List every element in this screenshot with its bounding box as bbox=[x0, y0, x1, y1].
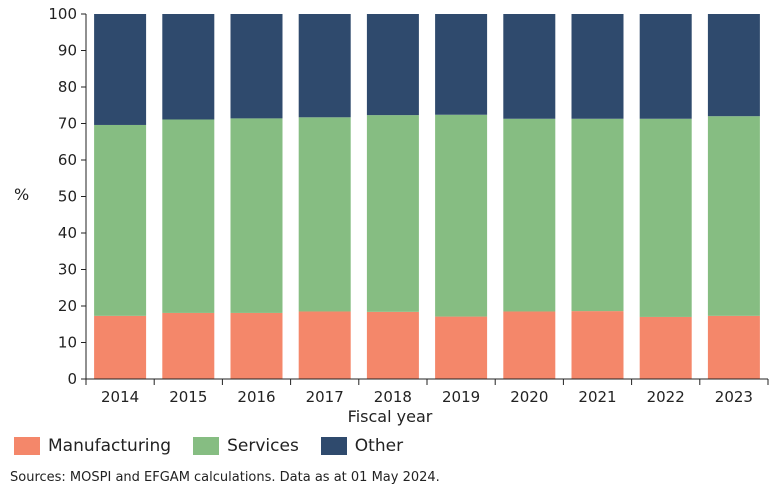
bar-other-2022 bbox=[639, 14, 692, 119]
x-tick-label: 2018 bbox=[374, 388, 412, 406]
y-tick-label: 40 bbox=[58, 224, 77, 242]
bar-manufacturing-2021 bbox=[571, 311, 624, 379]
bar-manufacturing-2016 bbox=[230, 312, 283, 379]
y-axis: 0 10 20 30 40 50 60 70 80 90 100 bbox=[48, 5, 87, 388]
x-tick-label: 2023 bbox=[715, 388, 753, 406]
bar-manufacturing-2015 bbox=[162, 312, 215, 379]
x-axis-title: Fiscal year bbox=[348, 407, 433, 426]
bar-other-2020 bbox=[503, 14, 556, 119]
x-tick-label: 2014 bbox=[101, 388, 139, 406]
bar-other-2015 bbox=[162, 14, 215, 120]
y-tick-label: 0 bbox=[67, 370, 77, 388]
legend-label-manufacturing: Manufacturing bbox=[48, 436, 172, 456]
bar-other-2014 bbox=[94, 14, 147, 125]
x-tick-label: 2020 bbox=[510, 388, 548, 406]
bar-other-2023 bbox=[707, 14, 760, 117]
x-tick-label: 2019 bbox=[442, 388, 480, 406]
y-tick-label: 80 bbox=[58, 78, 77, 96]
bar-other-2016 bbox=[230, 14, 283, 119]
bar-services-2022 bbox=[639, 118, 692, 317]
bar-other-2019 bbox=[435, 14, 488, 115]
bar-services-2023 bbox=[707, 116, 760, 316]
legend-item-other: Other bbox=[320, 436, 404, 456]
bar-services-2014 bbox=[94, 124, 147, 316]
bar-services-2019 bbox=[435, 114, 488, 317]
x-tick-label: 2015 bbox=[169, 388, 207, 406]
y-tick-label: 60 bbox=[58, 151, 77, 169]
bar-other-2017 bbox=[298, 14, 351, 118]
x-axis: 2014 2015 2016 2017 2018 2019 2020 2021 2022 2023 bbox=[85, 378, 769, 406]
legend-swatch-manufacturing bbox=[14, 437, 40, 455]
bar-other-2021 bbox=[571, 14, 624, 119]
bar-services-2020 bbox=[503, 118, 556, 312]
bar-manufacturing-2022 bbox=[639, 316, 692, 379]
y-axis-title: % bbox=[14, 185, 29, 204]
bar-manufacturing-2014 bbox=[94, 315, 147, 379]
y-tick-label: 30 bbox=[58, 261, 77, 279]
bar-services-2021 bbox=[571, 118, 624, 312]
bar-services-2017 bbox=[298, 117, 351, 312]
y-tick-label: 70 bbox=[58, 115, 77, 133]
bars bbox=[94, 14, 760, 379]
bar-manufacturing-2023 bbox=[707, 315, 760, 379]
bar-services-2015 bbox=[162, 119, 215, 313]
legend-swatch-other bbox=[320, 437, 347, 455]
bar-manufacturing-2018 bbox=[366, 311, 419, 379]
source-note: Sources: MOSPI and EFGAM calculations. D… bbox=[10, 470, 440, 485]
x-tick-label: 2016 bbox=[237, 388, 275, 406]
bar-services-2016 bbox=[230, 118, 283, 313]
bar-services-2018 bbox=[366, 115, 419, 312]
y-tick-label: 100 bbox=[48, 5, 77, 23]
x-tick-label: 2022 bbox=[647, 388, 685, 406]
legend-label-other: Other bbox=[354, 436, 404, 456]
bar-manufacturing-2019 bbox=[435, 316, 488, 379]
y-tick-label: 20 bbox=[58, 297, 77, 315]
y-tick-label: 90 bbox=[58, 42, 77, 60]
legend-item-manufacturing: Manufacturing bbox=[14, 436, 171, 456]
bar-other-2018 bbox=[366, 14, 419, 116]
legend-swatch-services bbox=[193, 437, 220, 455]
x-tick-label: 2021 bbox=[578, 388, 616, 406]
legend-item-services: Services bbox=[193, 436, 299, 456]
y-tick-label: 10 bbox=[58, 334, 77, 352]
bar-manufacturing-2017 bbox=[298, 311, 351, 379]
x-tick-label: 2017 bbox=[306, 388, 344, 406]
y-tick-label: 50 bbox=[58, 188, 77, 206]
bar-manufacturing-2020 bbox=[503, 311, 556, 379]
legend-label-services: Services bbox=[227, 436, 299, 456]
legend: Manufacturing Services Other bbox=[14, 436, 425, 456]
